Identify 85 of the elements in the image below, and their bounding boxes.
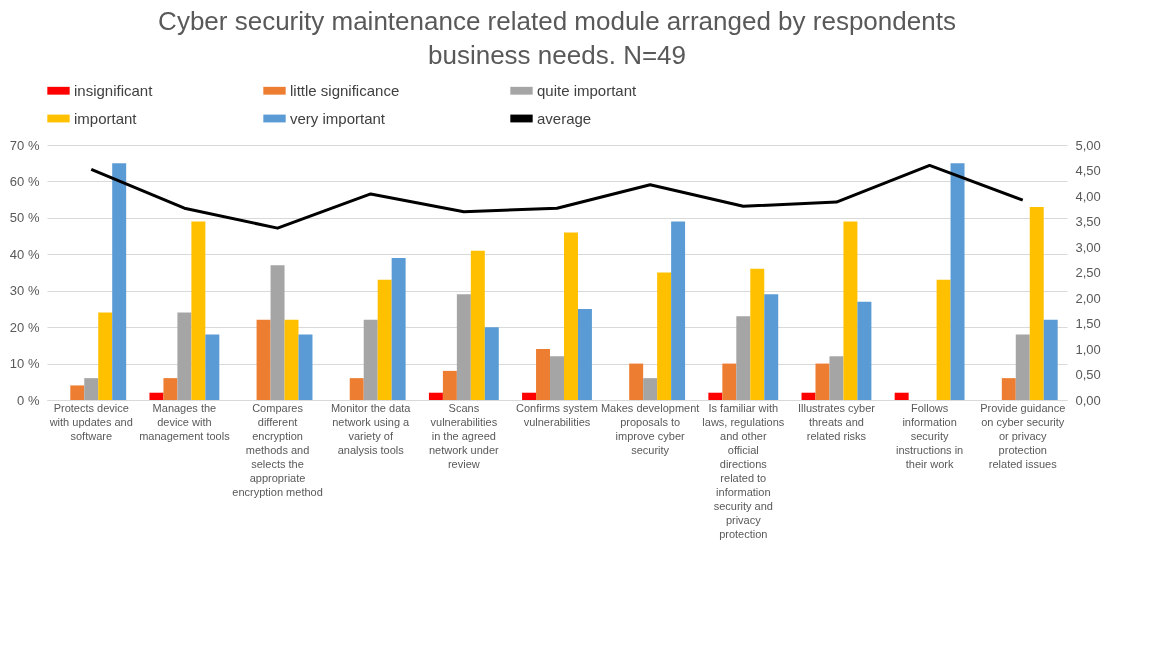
bar [442, 370, 457, 400]
bar [456, 294, 471, 400]
bar [391, 257, 406, 400]
bar [177, 312, 192, 400]
bar [577, 308, 592, 400]
x-tick-label: Protects device with updates and software [48, 401, 133, 442]
bar [1001, 378, 1016, 400]
y-tick-label: 70 % [9, 137, 40, 153]
bar [284, 319, 299, 400]
x-tick-label: Compares different encryption methods and selects the appropriate encryption method [232, 401, 323, 498]
y-tick-label: 60 % [9, 173, 40, 189]
x-tick-label: Illustrates cyber threats and related risks [797, 401, 876, 442]
y-tick-label: 10 % [9, 356, 40, 372]
y2-tick-label: 0,50 [1075, 367, 1101, 382]
bar [349, 378, 364, 400]
bar [629, 363, 644, 400]
legend-label: little significance [290, 81, 400, 99]
bar [708, 392, 723, 400]
bar [750, 268, 765, 400]
bar [657, 272, 672, 400]
x-tick-label: Confirms system vulnerabilities [516, 401, 598, 428]
bar [484, 327, 499, 400]
legend-label: very important [290, 109, 386, 127]
bar [70, 385, 85, 400]
y-tick-label: 50 % [9, 210, 40, 226]
y-tick-label: 20 % [9, 319, 40, 335]
y-tick-label: 0 % [17, 392, 40, 408]
bar [736, 316, 751, 400]
legend-label: important [74, 109, 138, 127]
y2-tick-label: 4,00 [1075, 188, 1101, 204]
chart-title: Cyber security maintenance related module arranged by respondents business needs. N=49 [158, 6, 956, 70]
bar [377, 279, 392, 400]
y2-tick-label: 5,00 [1075, 137, 1101, 153]
y2-tick-label: 1,50 [1075, 316, 1101, 331]
bar [843, 221, 858, 400]
x-tick-label: Scans vulnerabilities in the agreed network under review [428, 401, 500, 470]
y-tick-label: 40 % [9, 246, 40, 262]
bar [815, 363, 830, 400]
bar [857, 301, 872, 400]
line-series [89, 163, 1025, 230]
y2-tick-label: 3,00 [1075, 239, 1101, 255]
bar [428, 392, 443, 400]
bar [84, 378, 99, 400]
bar [936, 279, 951, 400]
y2-tick-label: 1,00 [1075, 341, 1101, 357]
bar [522, 392, 537, 400]
bar [829, 356, 844, 400]
y2-tick-label: 0,00 [1075, 392, 1101, 408]
bar [363, 319, 378, 400]
x-tick-label: Follows information security instructions in their work [895, 401, 964, 470]
bar [764, 294, 779, 400]
bar [98, 312, 113, 400]
y2-tick-label: 3,50 [1075, 214, 1101, 229]
bar [163, 378, 178, 400]
y2-tick-label: 2,50 [1075, 265, 1101, 280]
bar [470, 250, 485, 400]
y2-tick-label: 4,50 [1075, 163, 1101, 178]
bar [671, 221, 686, 400]
bar [112, 163, 127, 400]
bar [894, 392, 909, 400]
bar [149, 392, 164, 400]
bar [205, 334, 220, 400]
x-tick-label: Manages the device with management tools [139, 401, 231, 442]
bar [1029, 206, 1044, 400]
x-tick-label: Monitor the data network using a variety of analysis tools [330, 401, 412, 456]
bar [550, 356, 564, 400]
bar [722, 363, 737, 400]
bar [643, 378, 658, 400]
bar [950, 163, 965, 400]
bar [563, 232, 578, 400]
bar [191, 221, 206, 400]
x-tick-label: Provide guidance on cyber security or privacy protection related issues [980, 401, 1066, 470]
bar [1043, 319, 1058, 400]
bar [298, 334, 313, 400]
y-tick-label: 30 % [9, 283, 40, 299]
y2-tick-label: 2,00 [1075, 290, 1101, 306]
bar [536, 349, 551, 400]
category-label: Is familiar with laws, regulations and other official directions related to information security and privacy protection [702, 401, 785, 540]
legend-label: insignificant [74, 81, 154, 99]
legend-label: quite important [537, 81, 638, 99]
legend-label: average [537, 109, 592, 127]
x-tick-label: Makes development proposals to improve cyber security [600, 401, 700, 456]
bar [270, 265, 285, 400]
bar [256, 319, 271, 400]
bar [1015, 334, 1030, 400]
